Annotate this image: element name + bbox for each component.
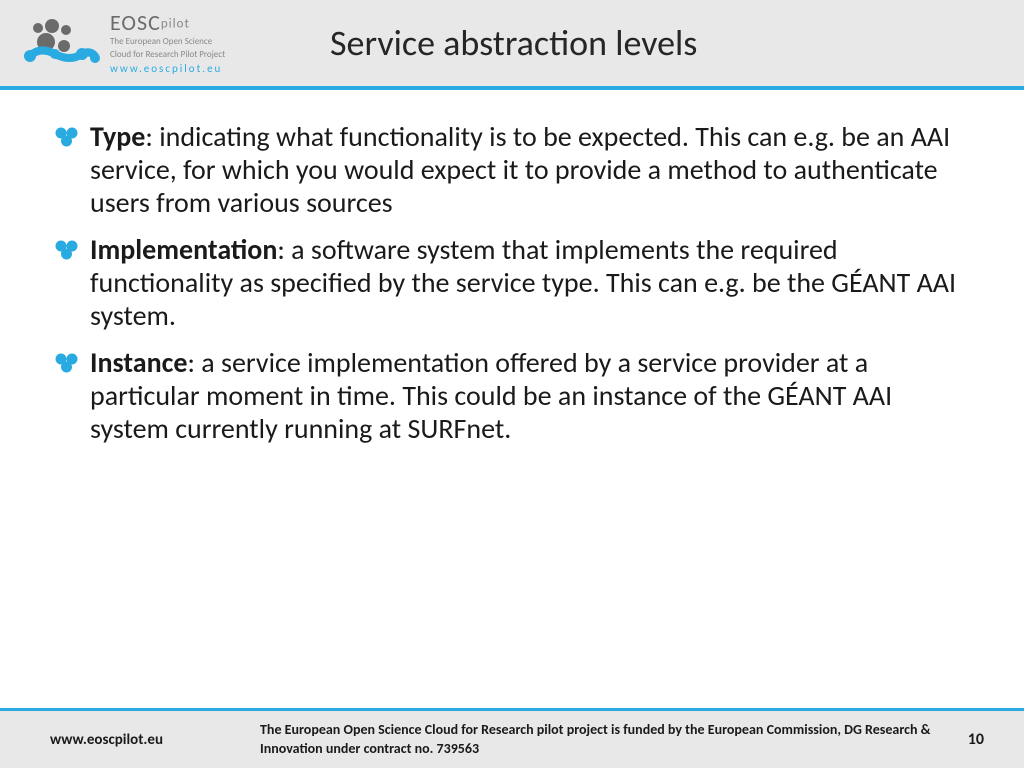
- footer-url: www.eoscpilot.eu: [50, 731, 260, 749]
- bullet-desc: : indicating what functionality is to be…: [90, 119, 950, 220]
- logo-tagline1: The European Open Science: [110, 37, 225, 48]
- bullet-icon: [54, 352, 80, 374]
- slide-footer: www.eoscpilot.eu The European Open Scien…: [0, 708, 1024, 768]
- logo-suffix: pilot: [161, 16, 190, 31]
- logo-block: EOSCpilot The European Open Science Clou…: [20, 11, 300, 76]
- bullet-item: Instance: a service implementation offer…: [90, 346, 964, 445]
- slide-content: Type: indicating what functionality is t…: [0, 90, 1024, 445]
- slide-header: EOSCpilot The European Open Science Clou…: [0, 0, 1024, 90]
- bullet-term: Type: [90, 119, 145, 154]
- footer-funding-text: The European Open Science Cloud for Rese…: [260, 721, 934, 759]
- page-number: 10: [934, 730, 984, 749]
- bullet-icon: [54, 239, 80, 261]
- bullet-term: Instance: [90, 345, 187, 380]
- bullet-term: Implementation: [90, 232, 277, 267]
- logo-tagline2: Cloud for Research Pilot Project: [110, 50, 225, 61]
- bullet-icon: [54, 126, 80, 148]
- bullet-desc: : a service implementation offered by a …: [90, 345, 892, 446]
- logo-text: EOSCpilot The European Open Science Clou…: [110, 11, 225, 76]
- eosc-logo-icon: [20, 16, 100, 71]
- logo-name: EOSC: [110, 9, 161, 36]
- bullet-item: Type: indicating what functionality is t…: [90, 120, 964, 219]
- slide-title: Service abstraction levels: [330, 21, 697, 65]
- logo-url: www.eoscpilot.eu: [110, 63, 225, 75]
- bullet-item: Implementation: a software system that i…: [90, 233, 964, 332]
